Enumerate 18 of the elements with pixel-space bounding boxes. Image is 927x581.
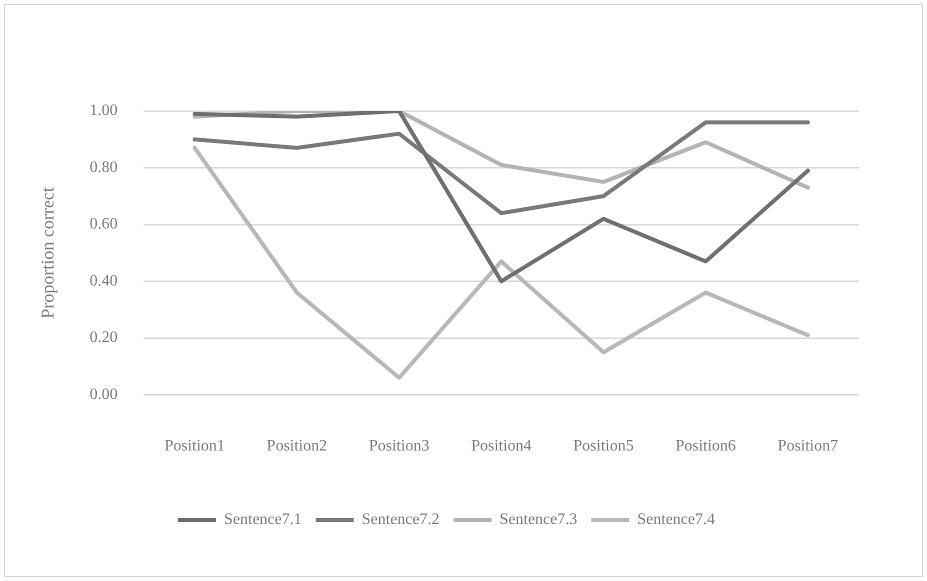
x-tick-label: Position4 bbox=[471, 438, 532, 455]
y-tick-label: 0.00 bbox=[90, 386, 118, 404]
y-tick-label: 0.20 bbox=[90, 329, 118, 346]
legend-label: Sentence7.3 bbox=[500, 511, 578, 528]
y-tick-label: 1.00 bbox=[90, 102, 118, 120]
x-tick-label: Position6 bbox=[675, 438, 736, 455]
legend-label: Sentence7.1 bbox=[224, 511, 302, 528]
y-tick-label: 0.40 bbox=[90, 272, 118, 290]
x-tick-label: Position3 bbox=[368, 438, 430, 455]
y-tick-label: 0.60 bbox=[90, 216, 118, 233]
x-tick-label: Position5 bbox=[573, 438, 634, 455]
y-axis-title: Proportion correct bbox=[38, 187, 58, 319]
x-tick-label: Position2 bbox=[266, 438, 328, 455]
legend-label: Sentence7.2 bbox=[362, 511, 440, 528]
x-tick-label: Position1 bbox=[164, 438, 225, 455]
legend-label: Sentence7.4 bbox=[637, 511, 715, 528]
x-tick-label: Position7 bbox=[778, 438, 838, 455]
y-tick-label: 0.80 bbox=[90, 158, 118, 176]
